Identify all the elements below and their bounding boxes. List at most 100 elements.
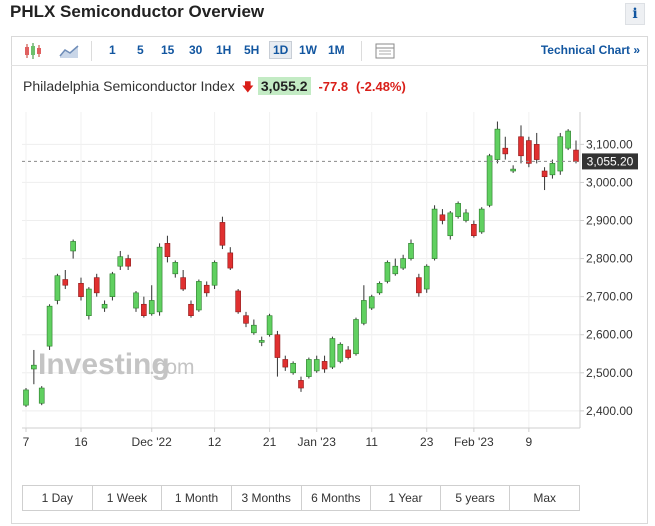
candle[interactable] (337, 342, 344, 364)
candle[interactable] (392, 258, 399, 276)
candle[interactable] (203, 281, 210, 297)
candle[interactable] (400, 254, 406, 270)
candle[interactable] (62, 270, 69, 290)
candle[interactable] (38, 386, 45, 406)
range-max[interactable]: Max (533, 491, 557, 505)
candle[interactable] (141, 296, 147, 318)
candle[interactable] (526, 136, 532, 168)
candle[interactable] (471, 220, 477, 238)
interval-1month[interactable]: 1M (328, 43, 345, 57)
candle[interactable] (541, 167, 548, 191)
candle[interactable] (565, 129, 571, 151)
x-tick-label: 7 (23, 435, 30, 449)
interval-5min[interactable]: 5 (137, 43, 144, 57)
candle[interactable] (31, 349, 37, 385)
candle[interactable] (431, 205, 438, 261)
candle[interactable] (486, 153, 493, 208)
interval-30min[interactable]: 30 (189, 43, 203, 57)
candle[interactable] (345, 346, 351, 360)
candle[interactable] (211, 260, 218, 290)
candle[interactable] (86, 287, 92, 320)
candle[interactable] (478, 207, 485, 234)
candle[interactable] (164, 235, 171, 263)
range-3-months[interactable]: 3 Months (232, 486, 302, 510)
candle[interactable] (93, 273, 100, 297)
candle[interactable] (266, 313, 273, 337)
candlestick-type-icon[interactable] (23, 42, 43, 60)
candle[interactable] (447, 210, 454, 240)
candle[interactable] (54, 273, 61, 305)
candle[interactable] (321, 355, 328, 373)
candle[interactable] (423, 264, 430, 293)
candle[interactable] (439, 209, 446, 225)
candle[interactable] (290, 361, 296, 375)
candle[interactable] (46, 304, 53, 350)
candle[interactable] (361, 285, 367, 326)
table-view-icon[interactable] (375, 42, 395, 60)
candle[interactable] (368, 294, 375, 310)
candle[interactable] (518, 125, 524, 164)
candle[interactable] (125, 254, 131, 270)
candle[interactable] (510, 165, 516, 173)
candle[interactable] (353, 317, 359, 356)
interval-1min[interactable]: 1 (109, 43, 116, 57)
interval-1hour[interactable]: 1H (216, 43, 232, 57)
candle[interactable] (258, 336, 265, 347)
technical-chart-link[interactable]: Technical Chart » (540, 43, 640, 57)
candle[interactable] (148, 285, 155, 316)
candle[interactable] (274, 330, 281, 377)
y-tick-label: 2,800.00 (586, 252, 633, 266)
candle[interactable] (109, 271, 116, 301)
candle-body (494, 128, 501, 160)
candle[interactable] (455, 201, 461, 219)
candle[interactable] (101, 300, 108, 312)
candle[interactable] (313, 355, 320, 373)
candle[interactable] (384, 260, 391, 284)
candle[interactable] (557, 132, 564, 175)
y-tick-label: 2,600.00 (586, 328, 633, 342)
candle[interactable] (172, 260, 179, 278)
range-1-year[interactable]: 1 Year (371, 486, 441, 510)
candle[interactable] (463, 209, 469, 223)
candle[interactable] (219, 216, 226, 250)
candle[interactable] (78, 277, 84, 301)
interval-1week[interactable]: 1W (299, 43, 317, 57)
candle[interactable] (180, 270, 186, 291)
candle[interactable] (251, 319, 257, 335)
candle[interactable] (227, 247, 234, 270)
candle[interactable] (133, 290, 139, 312)
info-icon[interactable]: i (625, 3, 645, 25)
candle[interactable] (156, 243, 163, 316)
candle-body (321, 361, 328, 370)
candle[interactable] (117, 250, 124, 270)
candle[interactable] (306, 357, 312, 379)
candle[interactable] (243, 311, 249, 328)
candle[interactable] (282, 355, 289, 371)
candle[interactable] (494, 121, 501, 164)
last-price-label: 3,055.20 (587, 154, 634, 168)
interval-1day[interactable]: 1D (269, 41, 293, 59)
candle[interactable] (408, 239, 414, 261)
range-6-months[interactable]: 6 Months (302, 486, 372, 510)
candle[interactable] (533, 132, 540, 164)
area-chart-type-icon[interactable] (59, 42, 79, 60)
range-5-years[interactable]: 5 years (441, 486, 511, 510)
candle[interactable] (235, 289, 241, 314)
price-chart[interactable]: Investing .com 3,055.20 2,400.00 2,500.00… (22, 112, 640, 457)
candle[interactable] (188, 300, 194, 318)
candle[interactable] (329, 336, 336, 369)
candle[interactable] (298, 376, 304, 392)
range-1-day[interactable]: 1 Day (23, 486, 93, 510)
candle[interactable] (416, 273, 422, 297)
candle[interactable] (70, 239, 76, 259)
range-1-month[interactable]: 1 Month (162, 486, 232, 510)
candle-body (384, 262, 391, 282)
range-1-week[interactable]: 1 Week (93, 486, 163, 510)
candle[interactable] (23, 388, 29, 408)
candle[interactable] (549, 159, 556, 179)
candle[interactable] (502, 136, 509, 160)
interval-5hour[interactable]: 5H (244, 43, 260, 57)
interval-15min[interactable]: 15 (161, 43, 175, 57)
candle[interactable] (196, 279, 202, 312)
candle[interactable] (376, 281, 383, 295)
